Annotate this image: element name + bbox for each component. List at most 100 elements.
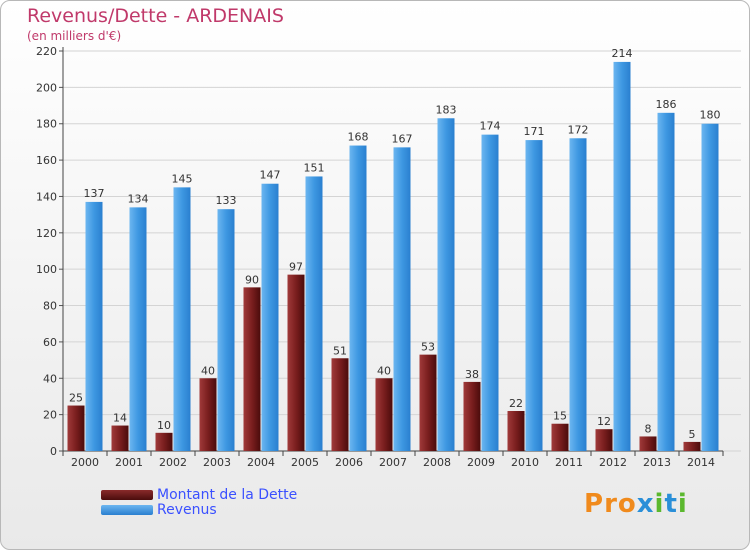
chart-subtitle: (en milliers d'€): [27, 29, 122, 43]
data-label-dette: 97: [289, 261, 303, 274]
x-tick-label: 2006: [335, 456, 363, 469]
data-label-dette: 14: [113, 412, 127, 425]
data-label-revenus: 137: [84, 187, 105, 200]
data-label-revenus: 145: [172, 172, 193, 185]
data-label-dette: 8: [645, 422, 652, 435]
data-label-revenus: 171: [524, 125, 545, 138]
legend-label-revenus: Revenus: [157, 502, 217, 518]
y-tick-label: 120: [36, 227, 57, 240]
bar-revenus: [437, 118, 455, 451]
y-tick-label: 40: [43, 372, 57, 385]
x-tick-label: 2014: [687, 456, 715, 469]
x-tick-label: 2001: [115, 456, 143, 469]
x-tick-label: 2004: [247, 456, 275, 469]
bar-dette: [683, 441, 701, 451]
data-label-dette: 12: [597, 415, 611, 428]
logo-letter: i: [654, 489, 665, 519]
bar-dette: [199, 378, 217, 451]
y-tick-label: 80: [43, 300, 57, 313]
bar-revenus: [701, 123, 719, 452]
data-label-revenus: 183: [436, 103, 457, 116]
data-label-dette: 51: [333, 344, 347, 357]
bar-dette: [595, 429, 613, 451]
x-tick-label: 2005: [291, 456, 319, 469]
data-label-dette: 10: [157, 419, 171, 432]
logo-letter: t: [664, 489, 678, 519]
data-label-dette: 15: [553, 410, 567, 423]
data-label-revenus: 133: [216, 194, 237, 207]
legend-swatch-dette: [101, 490, 153, 500]
data-label-revenus: 134: [128, 192, 149, 205]
y-tick-label: 140: [36, 190, 57, 203]
bar-revenus: [217, 209, 235, 451]
data-label-dette: 25: [69, 392, 83, 405]
bar-dette: [375, 378, 393, 451]
data-label-dette: 5: [689, 428, 696, 441]
bar-revenus: [525, 140, 543, 451]
logo-letter: r: [604, 489, 618, 519]
data-label-dette: 40: [201, 364, 215, 377]
data-label-revenus: 172: [568, 123, 589, 136]
chart-title: Revenus/Dette - ARDENAIS: [27, 5, 284, 27]
x-tick-label: 2008: [423, 456, 451, 469]
data-label-revenus: 174: [480, 120, 501, 133]
logo-letter: x: [636, 489, 655, 519]
bar-dette: [551, 423, 569, 451]
y-tick-label: 220: [36, 45, 57, 58]
legend-item-dette: Montant de la Dette: [101, 487, 298, 503]
data-label-dette: 40: [377, 364, 391, 377]
bar-revenus: [85, 201, 103, 451]
bar-revenus: [657, 112, 675, 452]
bar-revenus: [261, 183, 279, 451]
bar-dette: [463, 381, 481, 451]
x-tick-label: 2003: [203, 456, 231, 469]
x-tick-label: 2011: [555, 456, 583, 469]
data-label-revenus: 186: [656, 98, 677, 111]
data-label-revenus: 147: [260, 169, 281, 182]
legend-item-revenus: Revenus: [101, 502, 217, 518]
bar-dette: [507, 411, 525, 451]
x-tick-label: 2013: [643, 456, 671, 469]
y-tick-label: 180: [36, 118, 57, 131]
bar-revenus: [569, 138, 587, 452]
bar-revenus: [613, 61, 631, 452]
bar-dette: [243, 287, 261, 451]
y-tick-label: 100: [36, 263, 57, 276]
bar-revenus: [305, 176, 323, 452]
y-tick-label: 160: [36, 154, 57, 167]
bar-dette: [331, 358, 349, 451]
bar-revenus: [393, 147, 411, 451]
legend-label-dette: Montant de la Dette: [157, 487, 298, 503]
logo-letter: o: [617, 489, 637, 519]
legend-swatch-revenus: [101, 505, 153, 515]
x-tick-label: 2012: [599, 456, 627, 469]
logo-letter: i: [677, 489, 688, 519]
bar-dette: [419, 354, 437, 451]
data-label-revenus: 168: [348, 131, 369, 144]
data-label-revenus: 151: [304, 161, 325, 174]
data-label-revenus: 167: [392, 132, 413, 145]
data-label-dette: 90: [245, 273, 259, 286]
bar-dette: [287, 274, 305, 451]
data-label-dette: 53: [421, 341, 435, 354]
x-tick-label: 2010: [511, 456, 539, 469]
y-tick-label: 0: [50, 445, 57, 458]
bar-dette: [67, 405, 85, 451]
bar-revenus: [129, 207, 147, 451]
data-label-dette: 38: [465, 368, 479, 381]
bar-dette: [155, 432, 173, 451]
x-tick-label: 2007: [379, 456, 407, 469]
y-tick-label: 200: [36, 81, 57, 94]
proxiti-logo: Proxiti: [584, 489, 688, 519]
bar-revenus: [349, 145, 367, 451]
data-label-dette: 22: [509, 397, 523, 410]
logo-letter: P: [584, 489, 605, 519]
bar-revenus: [481, 134, 499, 452]
bar-revenus: [173, 187, 191, 451]
data-label-revenus: 214: [612, 47, 633, 60]
x-tick-label: 2002: [159, 456, 187, 469]
data-label-revenus: 180: [700, 109, 721, 122]
bar-dette: [639, 436, 657, 451]
